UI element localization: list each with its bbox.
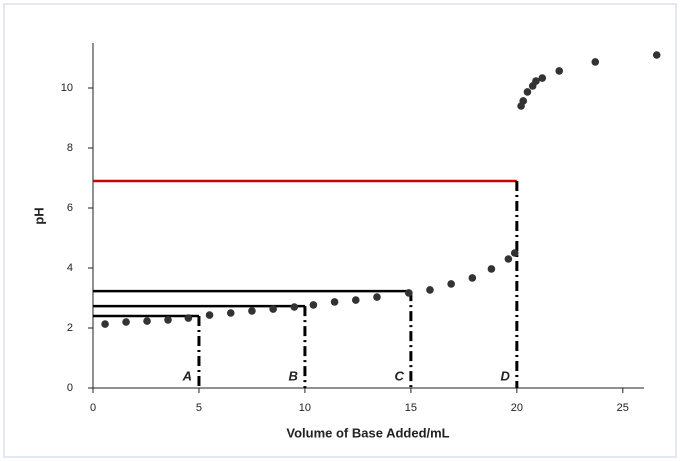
data-point [143, 317, 151, 325]
annotation-label: A [182, 368, 192, 383]
data-point [248, 307, 256, 315]
y-tick-label: 0 [67, 382, 73, 394]
y-tick-label: 10 [61, 82, 73, 94]
data-point [555, 67, 564, 75]
data-point [510, 249, 519, 257]
data-point [122, 318, 130, 326]
data-point [164, 316, 172, 324]
data-point [468, 274, 477, 282]
frame [3, 3, 677, 458]
data-point [309, 301, 318, 309]
data-point [519, 97, 528, 105]
data-point [269, 305, 277, 313]
y-axis-title: pH [31, 207, 46, 224]
x-tick-label: 25 [617, 402, 629, 414]
annotation-label: D [500, 368, 510, 383]
x-tick-label: 10 [299, 402, 311, 414]
data-point [447, 280, 455, 288]
annotation-label: C [394, 368, 404, 383]
data-point [184, 314, 193, 322]
data-point [591, 58, 600, 66]
data-point [404, 289, 413, 297]
annotation-label: B [289, 368, 298, 383]
data-point [538, 74, 547, 82]
x-tick-label: 20 [511, 402, 523, 414]
data-point [226, 309, 235, 317]
data-point [487, 265, 496, 273]
data-point [101, 320, 109, 328]
data-point [351, 296, 360, 304]
x-tick-label: 15 [405, 402, 417, 414]
data-point [330, 298, 339, 306]
y-tick-label: 6 [67, 202, 73, 214]
data-point [426, 286, 434, 294]
data-point [290, 303, 299, 311]
data-point [373, 293, 381, 301]
x-tick-label: 5 [196, 402, 202, 414]
data-point [504, 255, 513, 263]
y-tick-label: 2 [67, 322, 73, 334]
data-point [523, 88, 532, 96]
data-point [205, 311, 214, 319]
y-tick-label: 4 [67, 262, 73, 274]
data-point [532, 77, 540, 85]
y-tick-label: 8 [67, 142, 73, 154]
data-point [652, 51, 661, 59]
x-tick-label: 0 [90, 402, 96, 414]
x-axis-title: Volume of Base Added/mL [286, 425, 449, 440]
